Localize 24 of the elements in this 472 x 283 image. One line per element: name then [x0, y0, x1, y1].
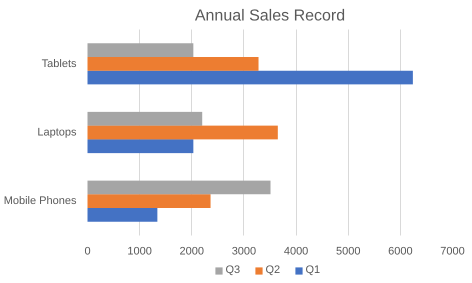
bar — [88, 56, 259, 71]
bar — [88, 194, 211, 208]
x-tick-label: 3000 — [232, 246, 256, 258]
bar — [88, 139, 194, 154]
bar — [88, 208, 158, 222]
bar — [88, 43, 194, 57]
y-tick-label: Tablets — [42, 58, 77, 70]
chart-title: Annual Sales Record — [194, 8, 346, 24]
bar — [88, 180, 271, 194]
x-tick-label: 1000 — [127, 246, 152, 258]
legend-label: Q2 — [266, 264, 282, 276]
legend-label: Q3 — [226, 264, 242, 276]
x-tick-label: 0 — [84, 246, 91, 258]
bar — [88, 70, 413, 84]
y-tick-label: Laptops — [37, 126, 77, 138]
x-tick-label: 4000 — [284, 246, 308, 258]
x-tick-label: 2000 — [180, 246, 204, 258]
y-tick-label: Mobile Phones — [4, 195, 77, 208]
x-tick-label: 6000 — [388, 246, 413, 258]
bar — [88, 126, 278, 140]
bar — [88, 112, 202, 126]
legend-label: Q1 — [306, 264, 322, 276]
x-tick-label: 5000 — [336, 246, 360, 258]
x-tick-label: 7000 — [440, 246, 465, 258]
